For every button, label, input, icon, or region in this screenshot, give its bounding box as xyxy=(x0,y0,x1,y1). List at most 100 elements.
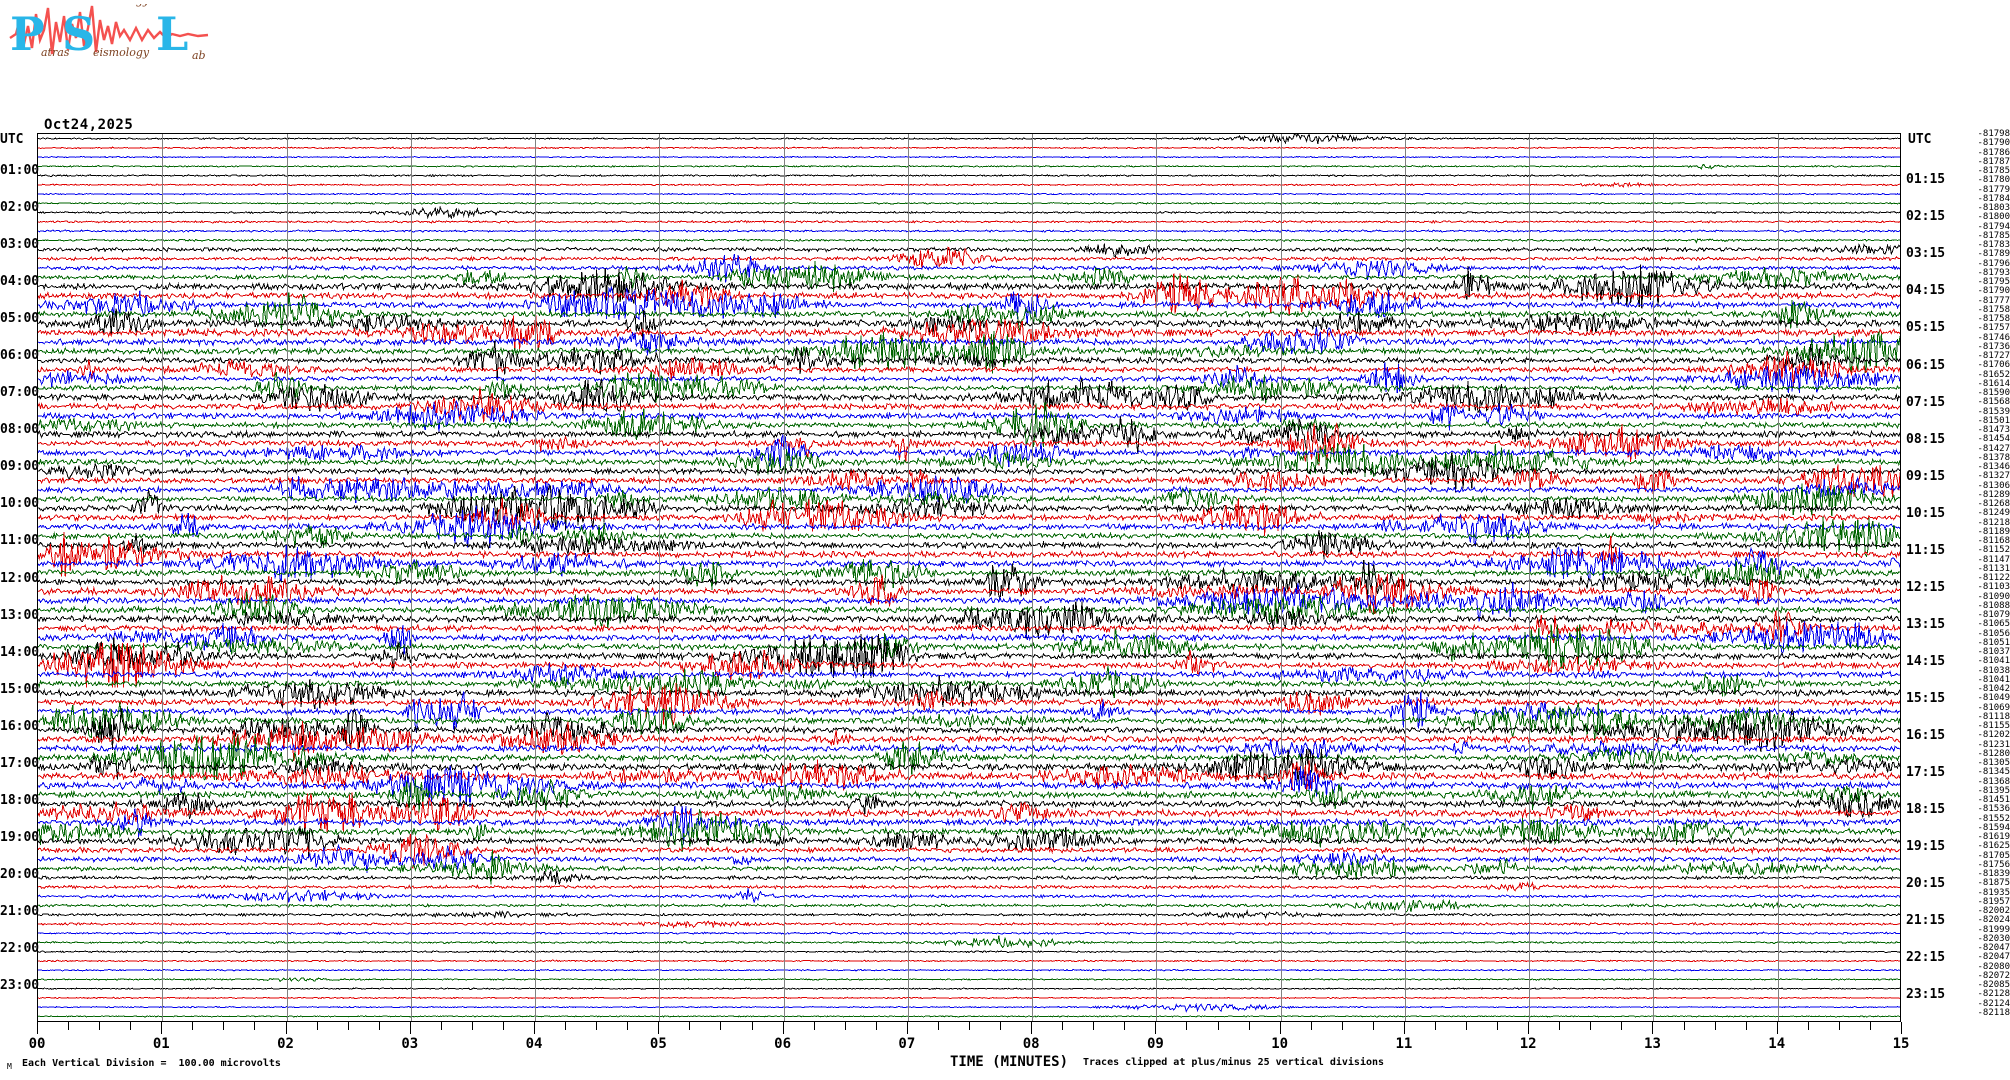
right-time-label-0615: 06:15 xyxy=(1906,357,1946,373)
trace-row-80 xyxy=(38,870,1900,885)
x-axis-label-13: 13 xyxy=(1644,1036,1661,1052)
psl-logo: P S L atras eismology ab atras eismology… xyxy=(8,4,218,62)
scale-value-row-20: -81758 xyxy=(1977,314,2010,324)
scale-value-row-31: -81501 xyxy=(1977,415,2010,426)
gridline-minute-13 xyxy=(1653,134,1655,1021)
trace-row-50 xyxy=(38,581,1900,622)
x-tick xyxy=(1559,1022,1561,1030)
scale-value-row-43: -81189 xyxy=(1977,526,2010,537)
scale-value-row-33: -81454 xyxy=(1977,434,2010,445)
right-scale-values: -81798 -81790 -81786 -81787 -81785 -81780 -817… xyxy=(1963,129,2010,1018)
trace-row-71 xyxy=(38,778,1900,814)
x-axis xyxy=(37,1022,1902,1034)
left-time-label-0800: 08:00 xyxy=(0,422,40,438)
scale-value-row-24: -81727 xyxy=(1977,351,2010,361)
x-tick xyxy=(1745,1022,1747,1030)
svg-text:S: S xyxy=(62,7,95,61)
scale-value-row-90: -82080 xyxy=(1977,961,2010,972)
x-tick xyxy=(409,1022,411,1034)
trace-row-10 xyxy=(38,229,1900,233)
x-tick xyxy=(1901,1022,1902,1034)
scale-value-row-25: -81706 xyxy=(1977,360,2010,371)
scale-value-row-55: -81051 xyxy=(1977,637,2010,648)
trace-row-84 xyxy=(38,909,1900,920)
x-tick xyxy=(906,1022,908,1034)
scale-value-row-8: -81803 xyxy=(1977,203,2010,213)
x-tick xyxy=(1310,1022,1312,1030)
scale-value-row-15: -81793 xyxy=(1977,267,2010,278)
scale-value-row-10: -81794 xyxy=(1977,221,2010,232)
x-axis-label-06: 06 xyxy=(774,1036,792,1052)
scale-value-row-91: -82072 xyxy=(1977,970,2010,981)
x-tick xyxy=(1093,1022,1095,1030)
x-tick xyxy=(1621,1022,1623,1030)
left-time-label-1600: 16:00 xyxy=(0,718,40,734)
scale-value-row-32: -81473 xyxy=(1977,425,2010,435)
scale-value-row-75: -81594 xyxy=(1977,822,2010,833)
trace-row-31 xyxy=(38,402,1900,448)
x-tick xyxy=(627,1022,629,1030)
trace-row-49 xyxy=(38,573,1900,615)
x-tick xyxy=(1590,1022,1592,1030)
scale-value-row-85: -82024 xyxy=(1977,915,2010,926)
trace-row-34 xyxy=(38,433,1900,469)
x-tick xyxy=(937,1022,939,1030)
svg-text:eismology: eismology xyxy=(93,4,150,7)
seismogram-plot[interactable] xyxy=(37,133,1901,1022)
x-tick xyxy=(1217,1022,1219,1030)
trace-row-69 xyxy=(38,759,1900,791)
scale-value-row-88: -82047 xyxy=(1977,943,2010,953)
trace-row-39 xyxy=(38,483,1900,516)
gridline-minute-3 xyxy=(410,134,412,1021)
scale-value-row-56: -81037 xyxy=(1977,647,2010,657)
left-time-label-2300: 23:00 xyxy=(0,977,40,993)
scale-value-row-18: -81777 xyxy=(1977,295,2010,306)
scale-value-row-30: -81539 xyxy=(1977,406,2010,417)
x-tick xyxy=(1372,1022,1374,1030)
trace-row-13 xyxy=(38,246,1900,268)
trace-row-24 xyxy=(38,340,1900,379)
x-axis-label-07: 07 xyxy=(898,1036,916,1052)
x-tick xyxy=(875,1022,877,1030)
scale-value-row-76: -81619 xyxy=(1977,832,2010,842)
trace-row-33 xyxy=(38,422,1900,466)
left-time-label-0600: 06:00 xyxy=(0,348,40,364)
x-axis-label-00: 00 xyxy=(28,1036,46,1052)
x-axis-label-09: 09 xyxy=(1146,1036,1164,1052)
left-time-label-2000: 20:00 xyxy=(0,866,40,882)
scale-value-row-78: -81705 xyxy=(1977,850,2010,861)
scale-value-row-49: -81103 xyxy=(1977,582,2010,593)
trace-row-91 xyxy=(38,977,1900,983)
right-time-label-1015: 10:15 xyxy=(1906,505,1946,521)
x-axis-label-01: 01 xyxy=(152,1036,170,1052)
trace-row-72 xyxy=(38,791,1900,820)
gridline-minute-14 xyxy=(1777,134,1779,1021)
left-time-label-1700: 17:00 xyxy=(0,755,40,771)
trace-row-61 xyxy=(38,682,1900,726)
trace-row-25 xyxy=(38,350,1900,388)
trace-row-89 xyxy=(38,959,1900,963)
scale-value-row-74: -81552 xyxy=(1977,813,2010,824)
trace-row-30 xyxy=(38,400,1900,432)
x-tick xyxy=(1435,1022,1436,1030)
left-time-label-1100: 11:00 xyxy=(0,533,40,549)
x-tick xyxy=(68,1022,70,1030)
x-axis-label-14: 14 xyxy=(1768,1036,1786,1052)
left-time-label-0700: 07:00 xyxy=(0,385,40,401)
svg-text:ab: ab xyxy=(192,49,206,62)
x-axis-label-08: 08 xyxy=(1022,1036,1040,1052)
scale-value-row-45: -81152 xyxy=(1977,545,2010,556)
x-tick xyxy=(658,1022,660,1034)
x-tick xyxy=(751,1022,753,1030)
scale-value-row-13: -81789 xyxy=(1977,249,2010,260)
scale-value-row-36: -81346 xyxy=(1977,462,2010,472)
x-tick xyxy=(347,1022,349,1030)
scale-value-row-89: -82047 xyxy=(1977,952,2010,963)
scale-value-row-37: -81327 xyxy=(1977,471,2010,482)
trace-row-11 xyxy=(38,238,1900,244)
trace-row-21 xyxy=(38,315,1900,351)
x-tick xyxy=(1000,1022,1002,1030)
trace-row-74 xyxy=(38,805,1900,845)
scale-value-row-5: -81780 xyxy=(1977,175,2010,186)
